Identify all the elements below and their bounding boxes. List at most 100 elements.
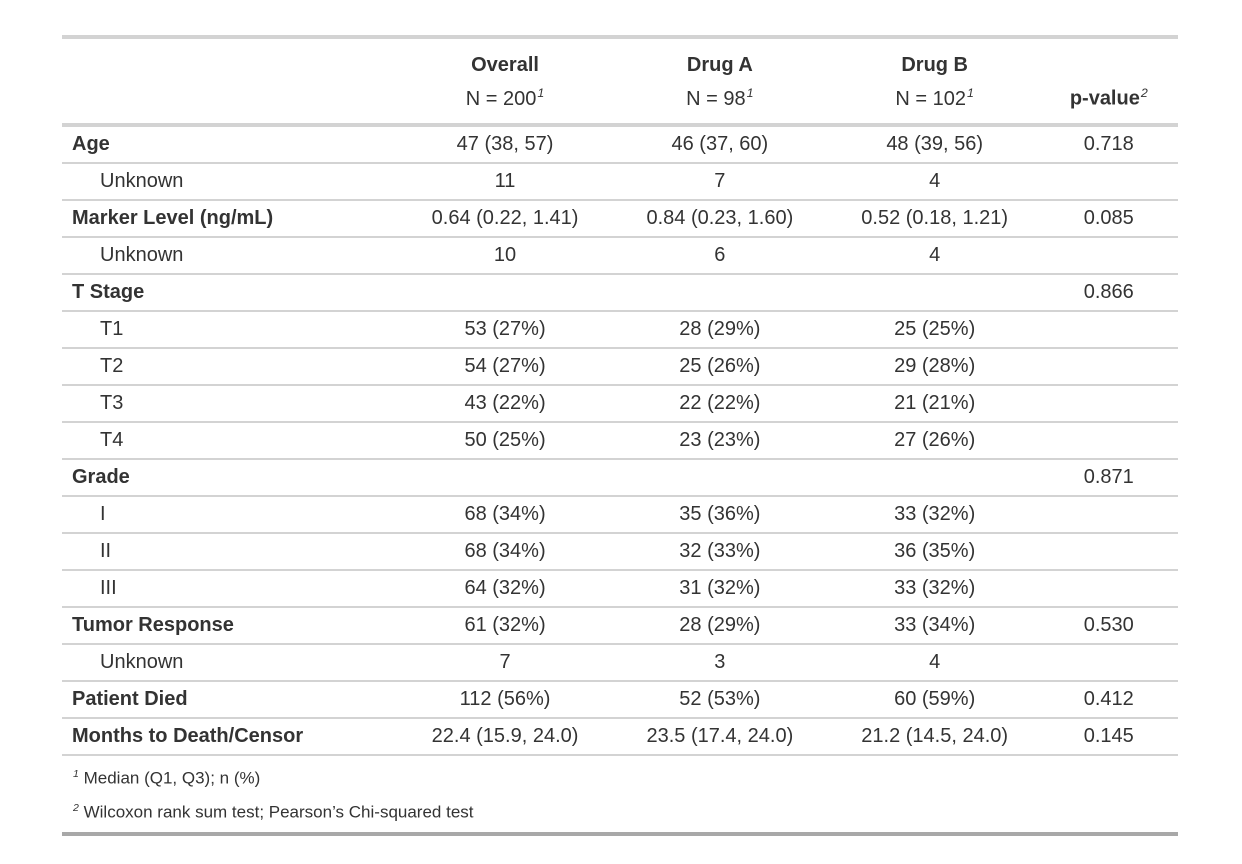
p-value-cell [1039, 383, 1178, 422]
stat-cell-drug-a: 28 (29%) [609, 605, 830, 644]
column-n-text: N = 200 [465, 87, 537, 110]
stat-cell-overall: 61 (32%) [400, 605, 610, 644]
row-label: III [62, 568, 401, 607]
table-row: I 68 (34%) 35 (36%) 33 (32%) [62, 494, 1178, 533]
column-n-drug-a: N = 981 [686, 86, 753, 110]
p-value-cell [1039, 420, 1178, 459]
stat-cell-overall: 53 (27%) [400, 309, 610, 348]
p-value-cell: 0.718 [1039, 123, 1178, 163]
row-label: T3 [62, 383, 401, 422]
stat-cell-drug-a: 31 (32%) [609, 568, 830, 607]
p-value-cell: 0.530 [1039, 605, 1178, 644]
table-row: Tumor Response 61 (32%) 28 (29%) 33 (34%) 0.… [62, 605, 1178, 644]
row-label: Months to Death/Censor [62, 716, 401, 756]
column-n-text: N = 102 [895, 87, 967, 110]
stat-cell-overall [400, 272, 610, 311]
p-value-cell [1039, 161, 1178, 200]
row-label: Grade [62, 457, 401, 496]
p-value-cell: 0.085 [1039, 198, 1178, 237]
stat-cell-drug-b: 4 [829, 235, 1040, 274]
p-value-cell [1039, 235, 1178, 274]
column-title-p-value: p-value [1069, 87, 1140, 110]
footnote-mark-icon: 1 [967, 86, 974, 100]
stat-cell-drug-b [829, 457, 1040, 496]
p-value-cell [1039, 531, 1178, 570]
column-title-drug-a: Drug A [686, 54, 753, 76]
footnote-1: 1 Median (Q1, Q3); n (%) [62, 755, 1178, 794]
stat-cell-overall: 68 (34%) [400, 531, 610, 570]
table-row: T2 54 (27%) 25 (26%) 29 (28%) [62, 346, 1178, 385]
stat-cell-drug-a: 23 (23%) [609, 420, 830, 459]
p-value-cell [1039, 642, 1178, 681]
table-footnotes: 1 Median (Q1, Q3); n (%) 2 Wilcoxon rank… [62, 755, 1178, 836]
table-row: Age 47 (38, 57) 46 (37, 60) 48 (39, 56) 0.71… [62, 123, 1178, 163]
stat-cell-drug-a: 23.5 (17.4, 24.0) [609, 716, 830, 756]
summary-table: Overall N = 2001 Drug A N = 981 Drug B N… [62, 35, 1178, 836]
table-row: Unknown 7 3 4 [62, 642, 1178, 681]
table-row: Marker Level (ng/mL) 0.64 (0.22, 1.41) 0.8… [62, 198, 1178, 237]
stat-cell-overall [400, 457, 610, 496]
table-row: Patient Died 112 (56%) 52 (53%) 60 (59%) 0.4… [62, 679, 1178, 718]
table-row: Grade 0.871 [62, 457, 1178, 496]
footnote-mark-icon: 1 [73, 767, 79, 780]
stat-cell-drug-b: 33 (32%) [829, 568, 1040, 607]
header-column-overall: Overall N = 2001 [400, 35, 610, 127]
table-row: T4 50 (25%) 23 (23%) 27 (26%) [62, 420, 1178, 459]
table-row: Months to Death/Censor 22.4 (15.9, 24.0) 2… [62, 716, 1178, 756]
footnote-mark-icon: 2 [1140, 86, 1148, 100]
stat-cell-drug-a: 25 (26%) [609, 346, 830, 385]
header-label-column [62, 35, 401, 127]
row-label: I [62, 494, 401, 533]
column-title-overall: Overall [471, 54, 539, 76]
stat-cell-overall: 50 (25%) [400, 420, 610, 459]
column-n-text: N = 98 [686, 87, 746, 110]
column-title-drug-b: Drug B [901, 54, 969, 76]
stat-cell-overall: 54 (27%) [400, 346, 610, 385]
row-label: T2 [62, 346, 401, 385]
stat-cell-overall: 22.4 (15.9, 24.0) [400, 716, 610, 756]
table-row: T1 53 (27%) 28 (29%) 25 (25%) [62, 309, 1178, 348]
footnote-text: Wilcoxon rank sum test; Pearson’s Chi-sq… [83, 802, 474, 822]
stat-cell-overall: 0.64 (0.22, 1.41) [400, 198, 610, 237]
footnote-text: Median (Q1, Q3); n (%) [83, 768, 261, 788]
stat-cell-drug-a: 6 [609, 235, 830, 274]
stat-cell-drug-a: 32 (33%) [609, 531, 830, 570]
stat-cell-drug-a: 22 (22%) [609, 383, 830, 422]
row-label: Marker Level (ng/mL) [62, 198, 401, 237]
stat-cell-drug-b: 4 [829, 642, 1040, 681]
stat-cell-drug-a [609, 272, 830, 311]
stat-cell-drug-b: 4 [829, 161, 1040, 200]
stat-cell-drug-a: 0.84 (0.23, 1.60) [609, 198, 830, 237]
stat-cell-drug-b [829, 272, 1040, 311]
table-header: Overall N = 2001 Drug A N = 981 Drug B N… [62, 35, 1178, 127]
stat-cell-drug-b: 25 (25%) [829, 309, 1040, 348]
stat-cell-drug-b: 60 (59%) [829, 679, 1040, 718]
column-n-overall: N = 2001 [465, 86, 545, 110]
table-body: Age 47 (38, 57) 46 (37, 60) 48 (39, 56) 0.71… [62, 123, 1178, 756]
stat-cell-drug-b: 33 (32%) [829, 494, 1040, 533]
row-label: II [62, 531, 401, 570]
stat-cell-drug-b: 21.2 (14.5, 24.0) [829, 716, 1040, 756]
stat-cell-overall: 7 [400, 642, 610, 681]
stat-cell-drug-a: 7 [609, 161, 830, 200]
summary-table-container: Overall N = 2001 Drug A N = 981 Drug B N… [62, 35, 1178, 836]
stat-cell-drug-b: 29 (28%) [829, 346, 1040, 385]
p-value-cell [1039, 568, 1178, 607]
stat-cell-drug-a [609, 457, 830, 496]
stat-cell-drug-a: 52 (53%) [609, 679, 830, 718]
table-row: Unknown 10 6 4 [62, 235, 1178, 274]
p-value-cell: 0.412 [1039, 679, 1178, 718]
footnote-row: 1 Median (Q1, Q3); n (%) [62, 755, 1178, 794]
header-column-drug-a: Drug A N = 981 [609, 35, 830, 127]
stat-cell-overall: 11 [400, 161, 610, 200]
header-column-p-value: p-value2 [1039, 35, 1178, 127]
table-row: III 64 (32%) 31 (32%) 33 (32%) [62, 568, 1178, 607]
p-value-cell: 0.145 [1039, 716, 1178, 756]
footnote-mark-icon: 2 [73, 802, 79, 815]
stat-cell-drug-a: 46 (37, 60) [609, 123, 830, 163]
stat-cell-overall: 68 (34%) [400, 494, 610, 533]
table-row: Unknown 11 7 4 [62, 161, 1178, 200]
p-value-cell: 0.871 [1039, 457, 1178, 496]
row-label: Patient Died [62, 679, 401, 718]
